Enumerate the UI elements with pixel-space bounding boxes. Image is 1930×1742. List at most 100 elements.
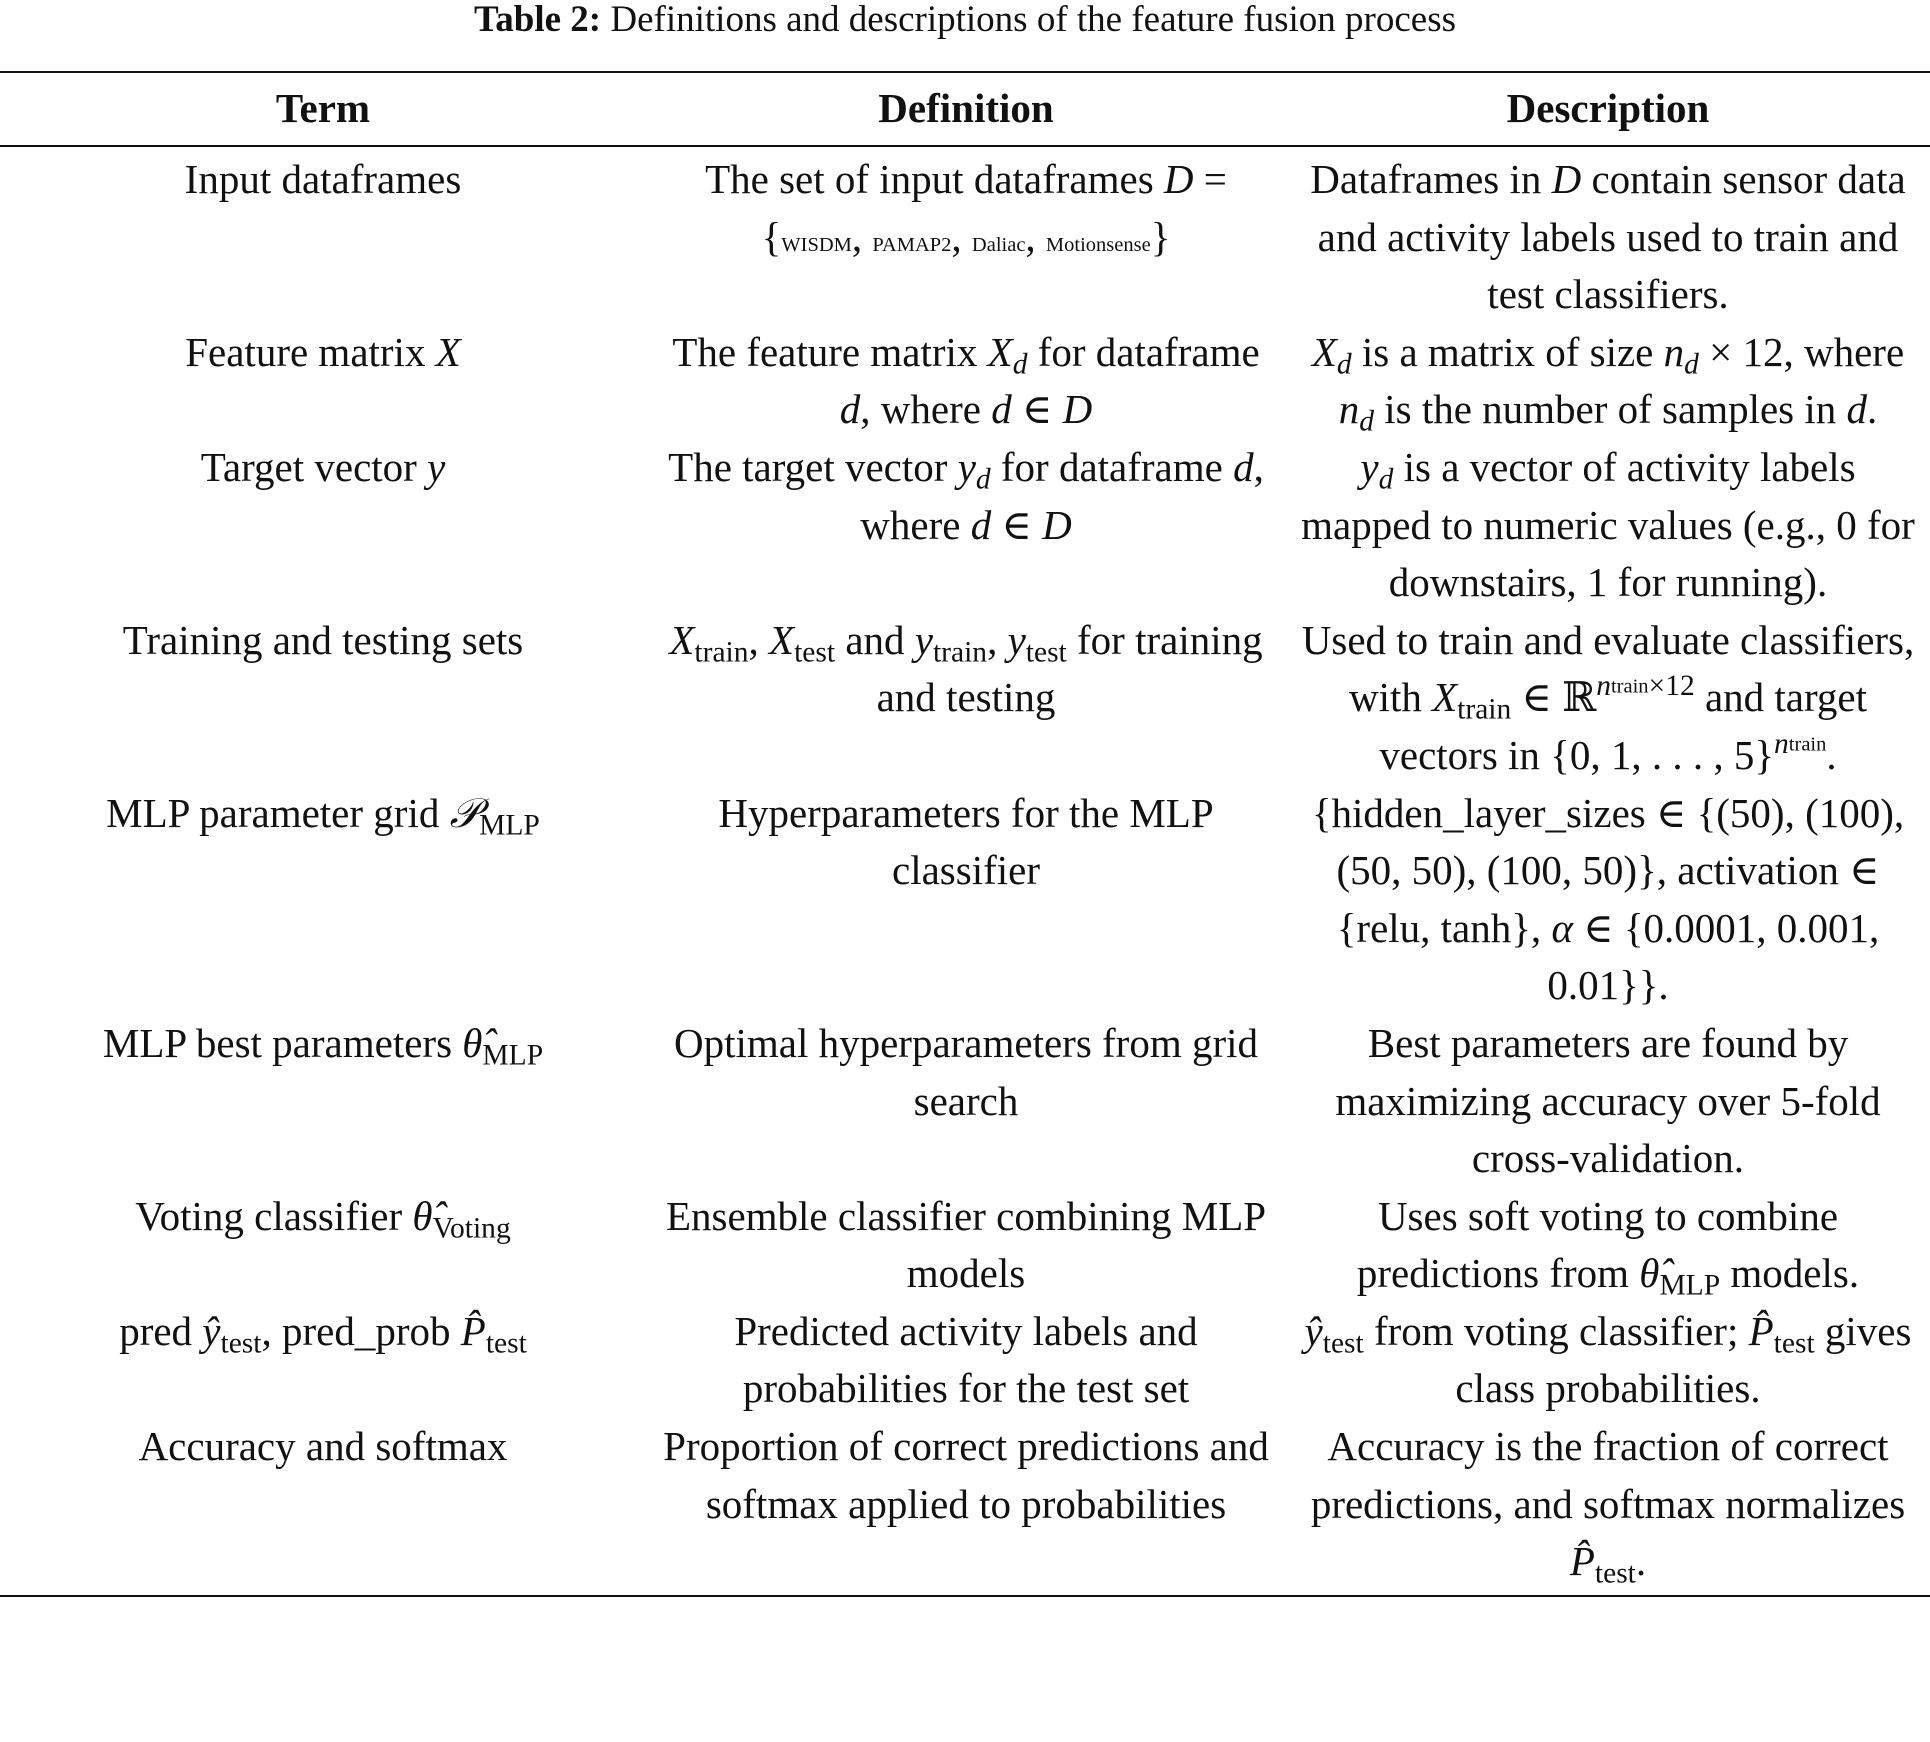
cell-text: for dataframe bbox=[990, 443, 1234, 490]
table-cell: The set of input dataframes D = {WISDM, … bbox=[646, 146, 1286, 324]
caption-label: Table 2: bbox=[473, 0, 602, 40]
table-row: MLP parameter grid 𝒫MLP Hyperparameters f… bbox=[0, 785, 1930, 1015]
math-isub: d bbox=[1336, 348, 1352, 381]
math-sub: test bbox=[794, 636, 836, 669]
cell-text: , bbox=[748, 616, 770, 663]
table-row: pred ŷtest, pred_prob P̂test Predicted ac… bbox=[0, 1303, 1930, 1418]
cell-text: for dataframe bbox=[1027, 328, 1260, 375]
table-row: Target vector y The target vector yd for … bbox=[0, 439, 1930, 612]
math-sub: Voting bbox=[432, 1212, 511, 1245]
math-isub: d bbox=[975, 463, 991, 496]
cell-text: is the number of samples in bbox=[1373, 386, 1847, 433]
table-header: Term Definition Description bbox=[0, 71, 1930, 147]
cell-text: MLP best parameters bbox=[102, 1019, 463, 1066]
cell-text: The target vector bbox=[668, 443, 958, 490]
cell-text: Uses soft voting to combine predictions … bbox=[1356, 1192, 1839, 1297]
column-header: Definition bbox=[646, 71, 1286, 147]
math-it: d bbox=[970, 501, 992, 548]
cell-text: from voting classifier; bbox=[1363, 1307, 1749, 1354]
cell-text: . bbox=[1635, 1538, 1647, 1585]
table-cell: {hidden_layer_sizes ∈ {(50), (100), (50,… bbox=[1286, 785, 1930, 1015]
table-cell: MLP parameter grid 𝒫MLP bbox=[0, 785, 646, 1015]
cell-text: Ensemble classifier combining MLP models bbox=[665, 1192, 1267, 1297]
math-it: y bbox=[914, 616, 933, 663]
table-cell: Xd is a matrix of size nd × 12, where nd… bbox=[1286, 324, 1930, 439]
table-caption: Table 2: Definitions and descriptions of… bbox=[0, 0, 1930, 40]
cell-text: pred bbox=[119, 1307, 203, 1354]
math-sub: train bbox=[1457, 693, 1512, 726]
column-header: Description bbox=[1286, 71, 1930, 147]
math-isub: d bbox=[1012, 348, 1028, 381]
cell-text: Feature matrix bbox=[185, 328, 436, 375]
cell-text: and bbox=[835, 616, 915, 663]
cell-text: , pred_prob bbox=[261, 1307, 461, 1354]
math-sub: test bbox=[220, 1327, 262, 1360]
table-cell: Used to train and evaluate classifiers, … bbox=[1286, 612, 1930, 785]
cell-text: is a vector of activity labels mapped to… bbox=[1301, 443, 1915, 606]
cell-text: . bbox=[1867, 386, 1878, 433]
math-it: y bbox=[1360, 443, 1379, 490]
table-cell: Feature matrix X bbox=[0, 324, 646, 439]
table-cell: Accuracy is the fraction of correct pred… bbox=[1286, 1418, 1930, 1597]
math-sub: MLP bbox=[482, 1039, 544, 1072]
table-cell: Accuracy and softmax bbox=[0, 1418, 646, 1597]
math-it: d bbox=[1233, 443, 1254, 490]
math-isup: n bbox=[1596, 670, 1611, 703]
math-it: 𝒫 bbox=[449, 789, 480, 836]
table-row: Feature matrix X The feature matrix Xd fo… bbox=[0, 324, 1930, 439]
table-cell: Ensemble classifier combining MLP models bbox=[646, 1188, 1286, 1303]
math-sub: test bbox=[485, 1327, 527, 1360]
cell-text: gives class probabilities. bbox=[1455, 1307, 1912, 1412]
table-cell: The target vector yd for dataframe d, wh… bbox=[646, 439, 1286, 612]
cell-text: Used to train and evaluate classifiers, … bbox=[1301, 616, 1915, 721]
math-it: θ̂ bbox=[1639, 1250, 1660, 1297]
math-it: D bbox=[1042, 501, 1072, 548]
math-sm: Daliac bbox=[971, 233, 1026, 256]
math-sub: test bbox=[1322, 1327, 1364, 1360]
math-sub: train bbox=[932, 636, 988, 669]
math-it: n bbox=[1663, 328, 1685, 375]
table-row: Training and testing sets Xtrain, Xtest a… bbox=[0, 612, 1930, 785]
cell-text: Dataframes in bbox=[1310, 156, 1552, 202]
definitions-table: Term Definition Description Input datafram… bbox=[0, 71, 1930, 1597]
table-row: Input dataframes The set of input datafra… bbox=[0, 146, 1930, 324]
cell-text: models. bbox=[1720, 1250, 1860, 1297]
cell-text: Voting classifier bbox=[135, 1192, 413, 1239]
table-cell: Training and testing sets bbox=[0, 612, 646, 785]
cell-text: Hyperparameters for the MLP classifier bbox=[718, 789, 1214, 894]
table-cell: Predicted activity labels and probabilit… bbox=[646, 1303, 1286, 1418]
math-it: ŷ bbox=[202, 1307, 221, 1354]
table-row: Accuracy and softmax Proportion of correc… bbox=[0, 1418, 1930, 1597]
cell-text: . bbox=[1826, 731, 1837, 778]
table-cell: Optimal hyperparameters from grid search bbox=[646, 1015, 1286, 1188]
math-isub: d bbox=[1378, 463, 1394, 496]
math-ssup: train bbox=[1610, 675, 1649, 698]
math-sub: test bbox=[1594, 1557, 1636, 1590]
math-sup: ×12 bbox=[1648, 670, 1695, 703]
math-it: X bbox=[669, 616, 695, 663]
header-row: Term Definition Description bbox=[0, 71, 1930, 147]
cell-text: × 12, where bbox=[1698, 328, 1905, 375]
math-it: d bbox=[839, 386, 861, 433]
column-header: Term bbox=[0, 71, 646, 147]
math-it: D bbox=[1163, 156, 1194, 202]
math-it: d bbox=[991, 386, 1012, 433]
cell-text: , bbox=[987, 616, 1008, 663]
cell-text: Optimal hyperparameters from grid search bbox=[673, 1019, 1259, 1124]
table-cell: pred ŷtest, pred_prob P̂test bbox=[0, 1303, 646, 1418]
math-it: X bbox=[435, 328, 461, 375]
math-it: P̂ bbox=[1569, 1538, 1595, 1585]
math-it: y bbox=[957, 443, 976, 490]
cell-text: Predicted activity labels and probabilit… bbox=[734, 1307, 1198, 1412]
cell-text: The feature matrix bbox=[672, 328, 988, 375]
math-isub: d bbox=[1359, 405, 1374, 438]
math-sub: test bbox=[1773, 1327, 1815, 1360]
table-cell: ŷtest from voting classifier; P̂test giv… bbox=[1286, 1303, 1930, 1418]
cell-text: , where bbox=[860, 443, 1264, 548]
table-cell: yd is a vector of activity labels mapped… bbox=[1286, 439, 1930, 612]
math-it: P̂ bbox=[460, 1307, 486, 1354]
cell-text: and target vectors in {0, 1, . . . , 5} bbox=[1379, 674, 1868, 778]
math-it: X bbox=[1432, 674, 1458, 721]
table-body: Input dataframes The set of input datafra… bbox=[0, 146, 1930, 1597]
